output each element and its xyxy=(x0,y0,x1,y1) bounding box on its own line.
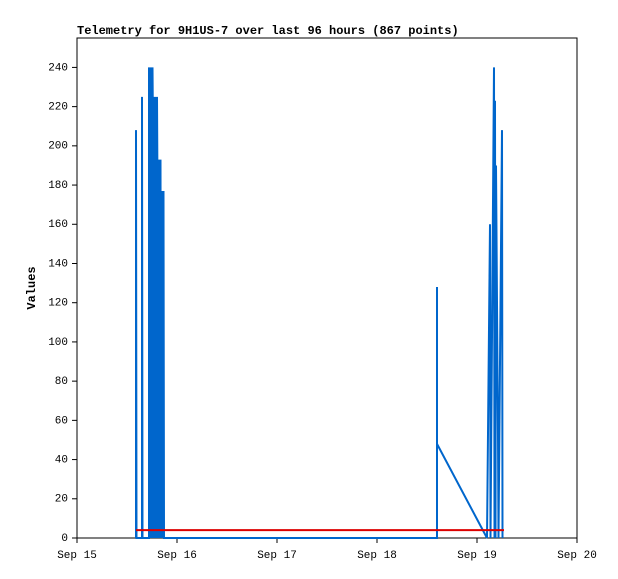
x-tick-label: Sep 20 xyxy=(557,550,597,562)
y-tick-label: 160 xyxy=(48,219,68,231)
y-tick-label: 180 xyxy=(48,180,68,192)
chart-title: Telemetry for 9H1US-7 over last 96 hours… xyxy=(77,24,459,38)
y-tick-label: 240 xyxy=(48,62,68,74)
y-tick-label: 200 xyxy=(48,141,68,153)
y-tick-label: 20 xyxy=(55,494,68,506)
y-tick-label: 40 xyxy=(55,454,68,466)
x-tick-label: Sep 19 xyxy=(457,550,497,562)
x-tick-label: Sep 18 xyxy=(357,550,397,562)
y-tick-label: 60 xyxy=(55,415,68,427)
y-tick-label: 120 xyxy=(48,298,68,310)
y-tick-label: 0 xyxy=(61,533,68,545)
y-tick-label: 140 xyxy=(48,258,68,270)
y-tick-label: 100 xyxy=(48,337,68,349)
y-tick-label: 80 xyxy=(55,376,68,388)
x-tick-label: Sep 16 xyxy=(157,550,197,562)
x-tick-label: Sep 17 xyxy=(257,550,297,562)
y-axis-label: Values xyxy=(25,266,39,309)
data-line xyxy=(135,67,504,539)
x-tick-label: Sep 15 xyxy=(57,550,97,562)
y-tick-label: 220 xyxy=(48,102,68,114)
